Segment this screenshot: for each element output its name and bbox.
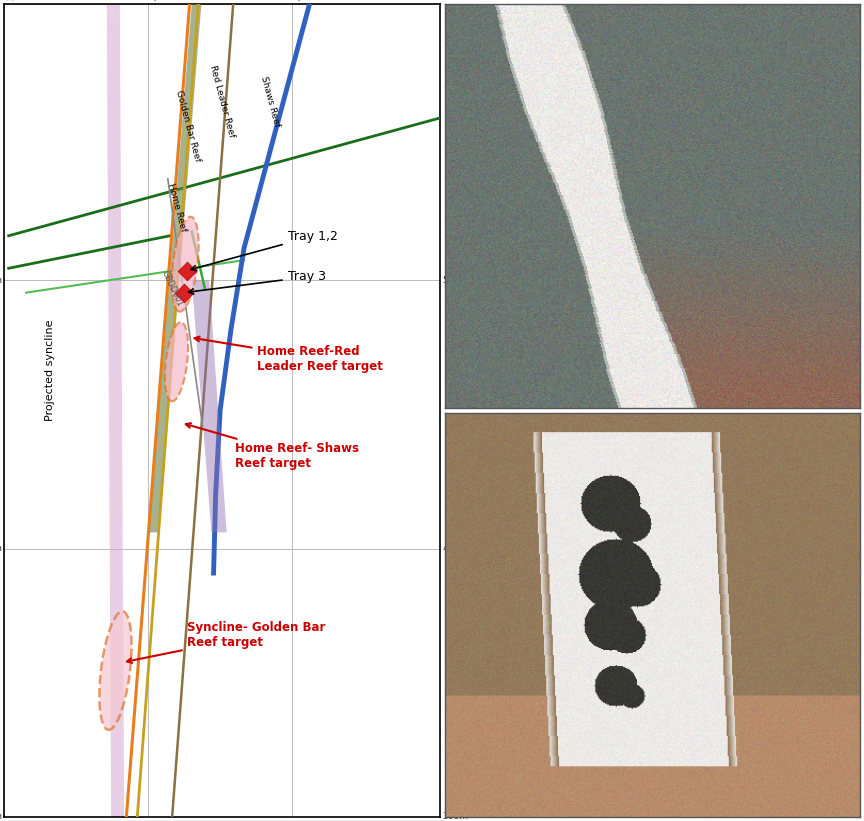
Text: Shaws Reef: Shaws Reef bbox=[259, 76, 282, 128]
Text: Home Reef-Red
Leader Reef target: Home Reef-Red Leader Reef target bbox=[194, 337, 383, 373]
Text: 300m: 300m bbox=[0, 813, 2, 821]
Polygon shape bbox=[192, 281, 226, 532]
Ellipse shape bbox=[165, 322, 188, 401]
Text: Syncline- Golden Bar
Reef target: Syncline- Golden Bar Reef target bbox=[127, 621, 326, 663]
Text: Projected syncline: Projected syncline bbox=[45, 319, 55, 420]
Text: Home Reef: Home Reef bbox=[166, 182, 187, 232]
Polygon shape bbox=[149, 4, 201, 532]
Text: Home Reef- Shaws
Reef target: Home Reef- Shaws Reef target bbox=[186, 423, 359, 470]
Text: Tray 3: Tray 3 bbox=[188, 270, 326, 294]
Text: 500m: 500m bbox=[442, 276, 468, 285]
Text: Red Leader Reef: Red Leader Reef bbox=[208, 65, 236, 139]
Polygon shape bbox=[107, 4, 124, 817]
Text: Golden Bar Reef: Golden Bar Reef bbox=[175, 89, 202, 163]
Text: 300m: 300m bbox=[442, 813, 468, 821]
Text: 500m: 500m bbox=[0, 276, 2, 285]
Ellipse shape bbox=[99, 612, 131, 730]
Text: Tray 1,2: Tray 1,2 bbox=[191, 230, 338, 271]
Text: 400m: 400m bbox=[0, 544, 2, 553]
Text: 400m: 400m bbox=[442, 544, 468, 553]
Ellipse shape bbox=[172, 217, 199, 312]
Point bbox=[177, 286, 191, 299]
Text: GBDD001: GBDD001 bbox=[160, 269, 185, 308]
Point bbox=[180, 264, 194, 277]
